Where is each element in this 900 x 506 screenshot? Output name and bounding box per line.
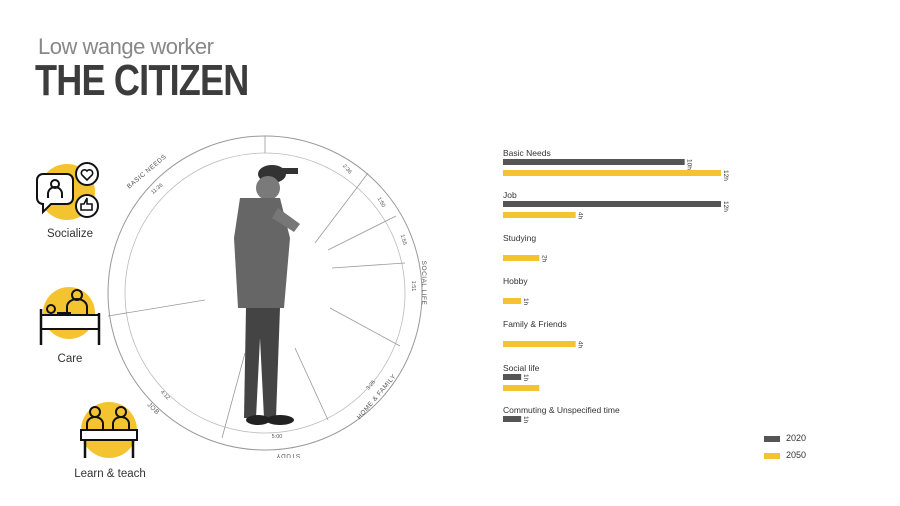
wheel-value-label: 2:36 xyxy=(341,163,352,175)
bar-2050 xyxy=(503,341,576,347)
wheel-value-label: 11:36 xyxy=(150,183,164,196)
wheel-value-label: 1:55 xyxy=(399,234,408,246)
bar-2020 xyxy=(503,159,685,165)
wheel-divider xyxy=(327,215,397,251)
wheel-sector-label: HOME & FAMILY xyxy=(356,373,398,421)
bar-data-label: 2h xyxy=(540,255,547,263)
legend-swatch-2020 xyxy=(764,435,780,442)
wheel-divider xyxy=(107,299,206,317)
icon-care: Care xyxy=(10,285,130,365)
wheel-sector-label: JOB xyxy=(146,401,161,416)
icon-label-care: Care xyxy=(57,353,83,365)
caregiver-bed-icon xyxy=(39,287,101,345)
wheel-divider xyxy=(294,347,329,421)
chat-bubbles-icon xyxy=(36,162,99,220)
bar-2050 xyxy=(503,170,721,176)
bar-category-label: Social life xyxy=(503,363,540,373)
wheel-value-label: 4:12 xyxy=(159,389,171,401)
page-title: THE CITIZEN xyxy=(35,56,249,105)
bar-data-label: 12h xyxy=(722,170,729,181)
wheel-sector-label: STUDY xyxy=(276,452,301,458)
classroom-icon xyxy=(80,402,138,458)
bar-2050 xyxy=(503,298,522,304)
bar-data-label: 1h xyxy=(522,416,529,424)
legend-label-2020: 2020 xyxy=(786,433,807,443)
bar-category-label: Basic Needs xyxy=(503,148,551,158)
bar-data-label: 1h xyxy=(522,298,529,306)
icon-learn-teach: Learn & teach xyxy=(50,400,170,480)
bar-2020 xyxy=(503,416,522,422)
bar-chart: Basic Needs 10h 12h Job 12h 4h Studying 2h Hobby… xyxy=(503,148,729,424)
person-figure xyxy=(234,165,300,425)
bar-category-label: Family & Friends xyxy=(503,319,567,329)
legend-label-2050: 2050 xyxy=(786,450,807,460)
wheel-divider xyxy=(331,262,406,269)
bar-category-label: Hobby xyxy=(503,276,528,286)
wheel-value-label: 3:26 xyxy=(365,379,376,391)
icon-socialize: Socialize xyxy=(10,160,130,240)
page-subtitle: Low wange worker xyxy=(38,34,214,59)
bar-2050 xyxy=(503,255,540,261)
bar-2050 xyxy=(503,212,576,218)
bar-data-label: 4h xyxy=(577,212,584,220)
icon-label-socialize: Socialize xyxy=(46,228,94,240)
wheel-divider xyxy=(314,172,369,244)
bar-2050 xyxy=(503,385,540,391)
bar-category-label: Commuting & Unspecified time xyxy=(503,405,620,415)
bar-data-label: 1h xyxy=(522,374,529,382)
wheel-value-label: 1:51 xyxy=(410,281,416,292)
wheel-value-label: 1:50 xyxy=(376,196,387,208)
legend-2020: 2020 xyxy=(764,433,806,443)
bar-category-label: Studying xyxy=(503,233,536,243)
bar-data-label: 12h xyxy=(722,201,729,212)
wheel-divider xyxy=(329,307,401,347)
icon-label-learn-teach: Learn & teach xyxy=(74,468,146,480)
legend-swatch-2050 xyxy=(764,452,780,459)
legend-2050: 2050 xyxy=(764,450,806,460)
bar-2020 xyxy=(503,201,721,207)
bar-2020 xyxy=(503,374,522,380)
wheel-value-label: 5:00 xyxy=(272,434,283,440)
bar-data-label: 10h xyxy=(686,159,693,170)
wheel-sector-label: SOCIAL LIFE xyxy=(420,261,427,306)
bar-data-label: 4h xyxy=(577,341,584,349)
bar-category-label: Job xyxy=(503,190,517,200)
wheel-divider xyxy=(221,352,246,439)
